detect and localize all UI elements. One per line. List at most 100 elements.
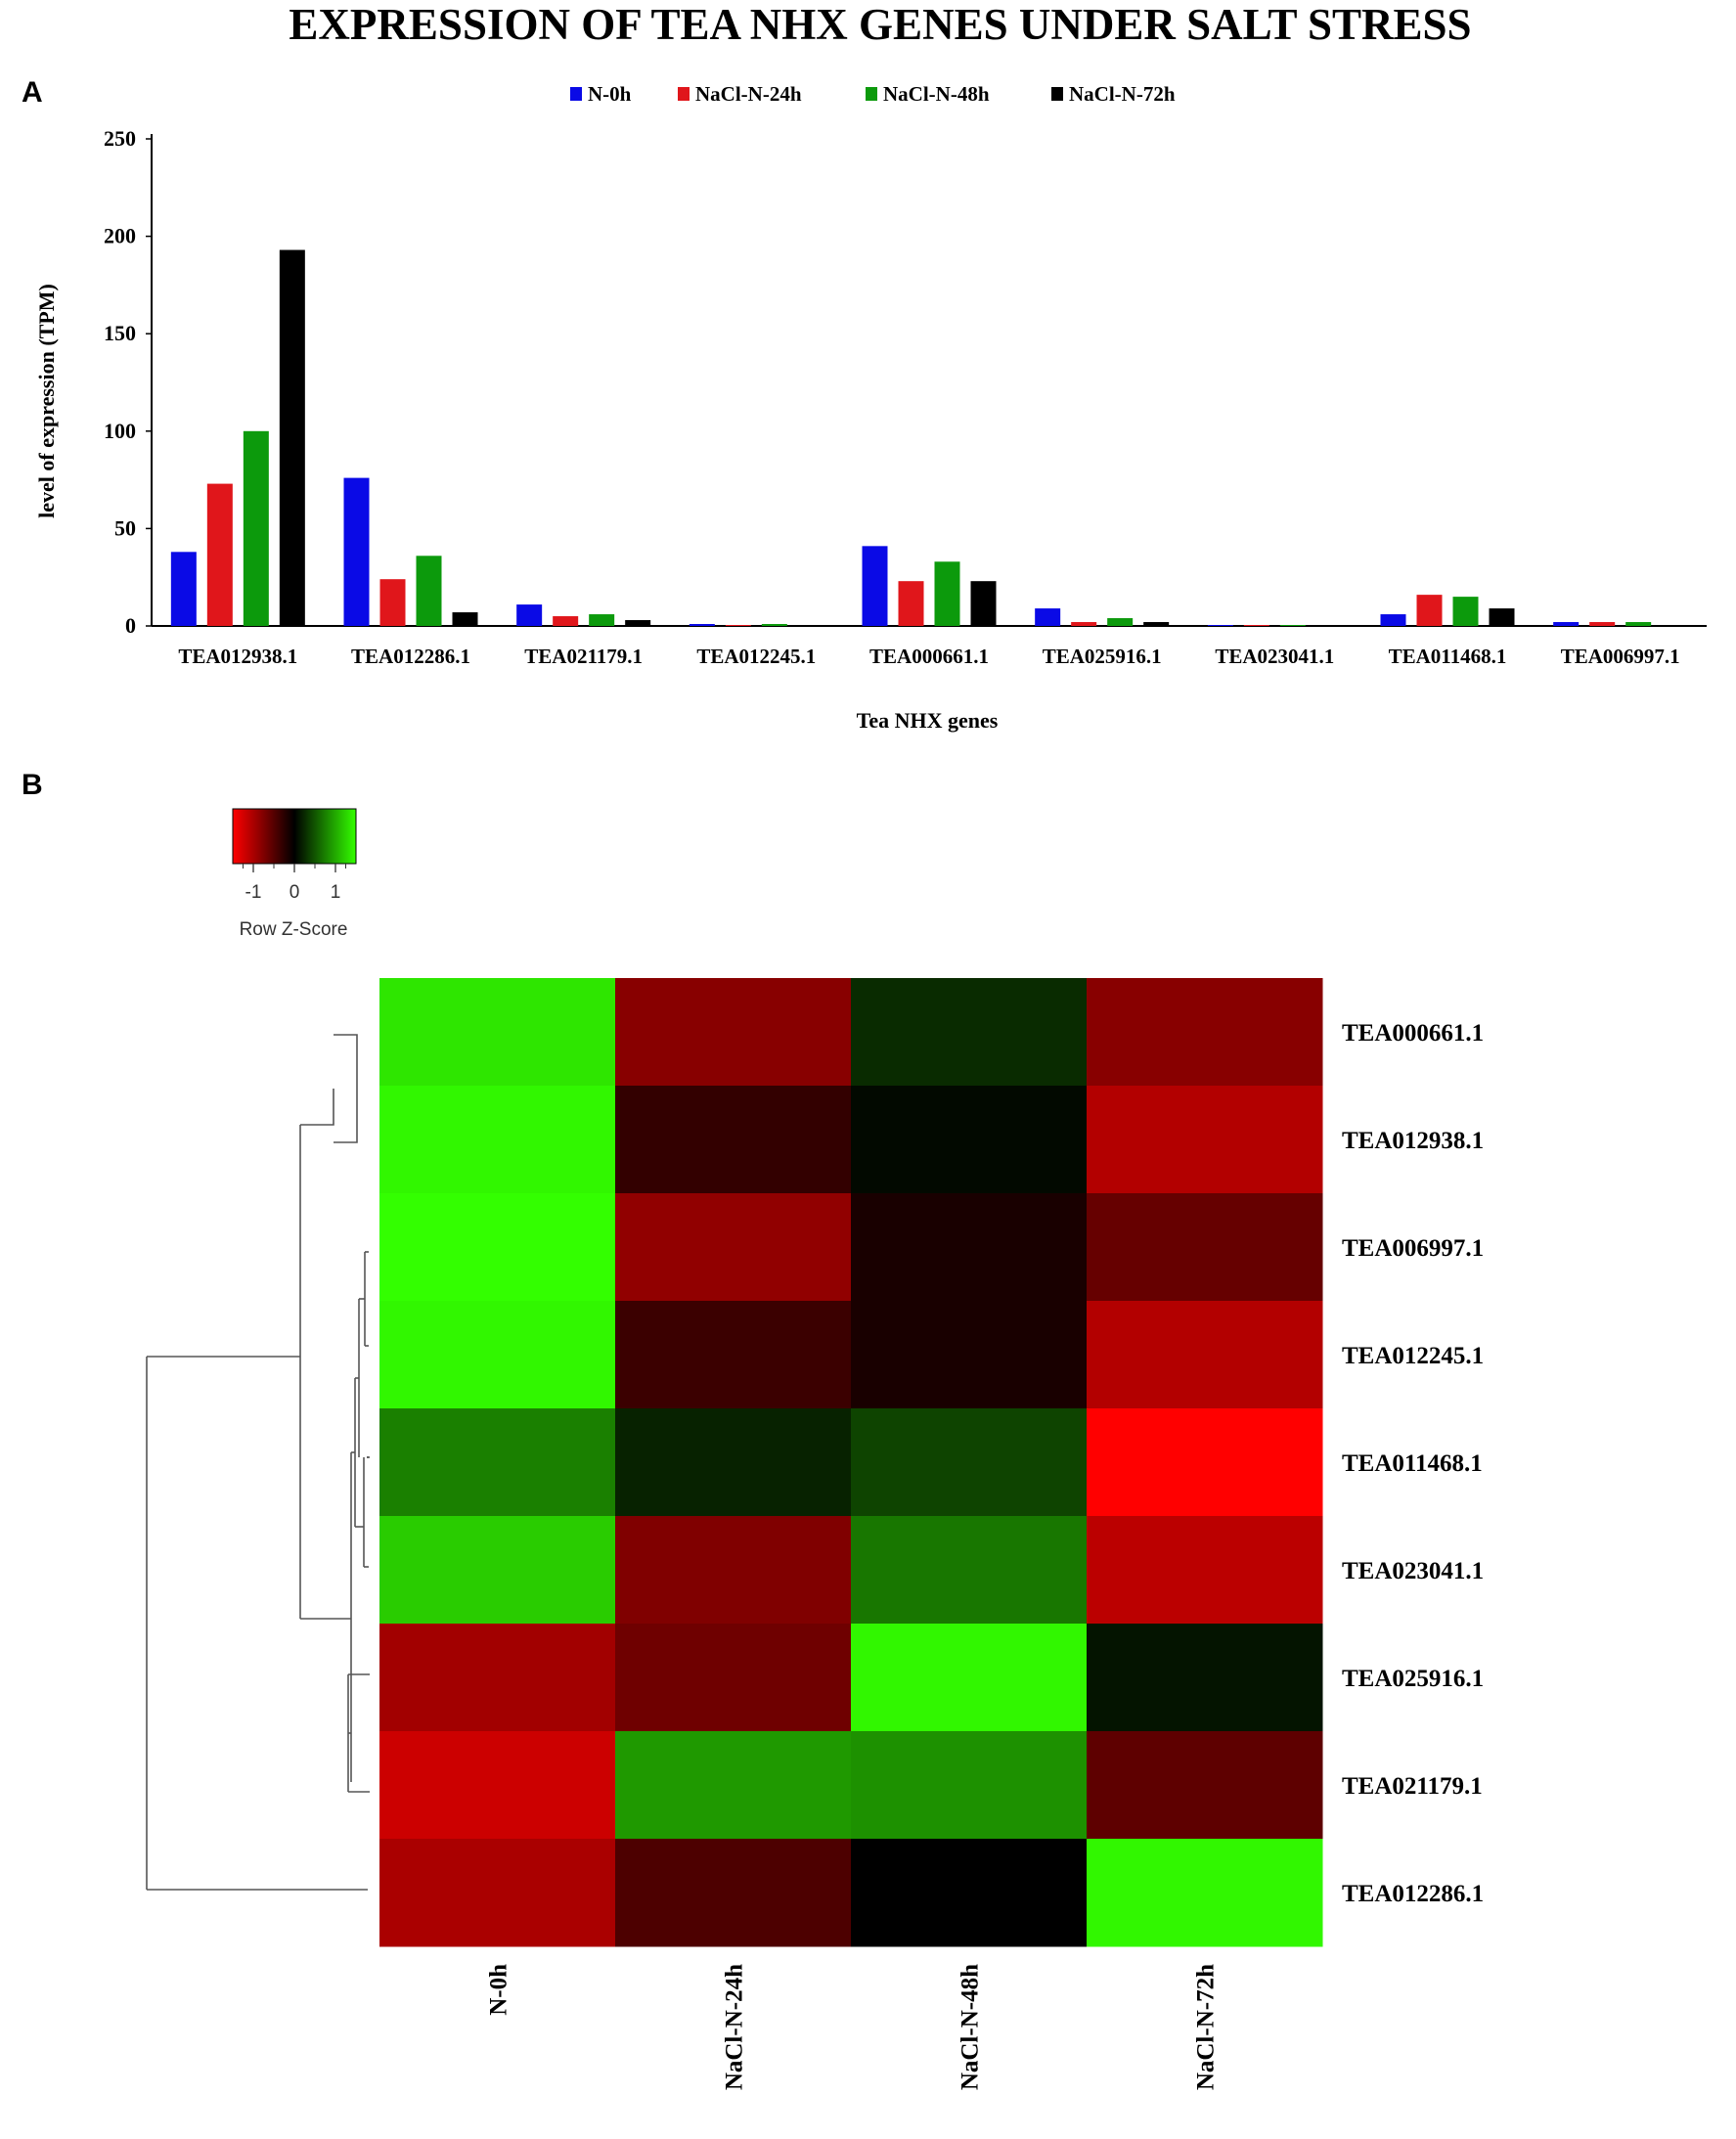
x-tick-label: TEA000661.1 xyxy=(869,645,989,668)
legend-label: NaCl-N-72h xyxy=(1069,82,1176,106)
legend-swatch xyxy=(866,87,877,101)
heatmap-cell xyxy=(379,1516,616,1625)
y-tick-label: 150 xyxy=(104,321,136,345)
bar xyxy=(170,552,197,626)
heatmap-cell xyxy=(615,1193,852,1302)
y-tick-label: 250 xyxy=(104,126,136,151)
heatmap-cell xyxy=(615,1731,852,1840)
heatmap-row-label: TEA011468.1 xyxy=(1342,1450,1483,1477)
legend-label: N-0h xyxy=(588,82,632,106)
legend-swatch xyxy=(1051,87,1063,101)
bar xyxy=(898,581,924,626)
bar xyxy=(1416,595,1443,626)
heatmap-cell xyxy=(851,1839,1088,1947)
y-tick-label: 100 xyxy=(104,419,136,443)
heatmap-cell xyxy=(615,1086,852,1194)
bar-chart-x-axis-title: Tea NHX genes xyxy=(857,708,999,733)
heatmap-cell xyxy=(379,1086,616,1194)
bar xyxy=(416,556,442,626)
heatmap-cell xyxy=(1087,1731,1323,1840)
heatmap-cell xyxy=(615,1408,852,1517)
x-tick-label: TEA011468.1 xyxy=(1389,645,1507,668)
heatmap-cell xyxy=(1087,978,1323,1087)
x-tick-label: TEA023041.1 xyxy=(1215,645,1334,668)
bar xyxy=(625,620,651,626)
color-key-title: Row Z-Score xyxy=(240,919,348,940)
heatmap-row-label: TEA021179.1 xyxy=(1342,1773,1483,1800)
heatmap-cell xyxy=(1087,1301,1323,1409)
bar xyxy=(1107,618,1134,626)
heatmap-cell xyxy=(851,978,1088,1087)
color-key-tick-label: 0 xyxy=(289,882,300,903)
color-key-ticks: -1 0 1 xyxy=(243,864,346,903)
heatmap-cell xyxy=(851,1301,1088,1409)
legend-label: NaCl-N-48h xyxy=(883,82,990,106)
heatmap-cell xyxy=(851,1731,1088,1840)
heatmap-cell xyxy=(379,1193,616,1302)
bar xyxy=(1035,608,1061,626)
heatmap-cell xyxy=(379,1624,616,1732)
bar xyxy=(1243,625,1269,626)
heatmap-cell xyxy=(379,1731,616,1840)
bar xyxy=(1625,622,1652,626)
heatmap-cell xyxy=(1087,1624,1323,1732)
bar xyxy=(1589,622,1616,626)
bar xyxy=(1279,625,1306,626)
dendrogram-branch xyxy=(300,1089,334,1126)
heatmap-row-label: TEA012245.1 xyxy=(1342,1343,1484,1369)
panel-b-heatmap: B -1 0 1 Row Z-Score xyxy=(22,769,1484,2090)
heatmap-cell xyxy=(615,1516,852,1625)
heatmap-row-label: TEA025916.1 xyxy=(1342,1666,1484,1692)
heatmap-column-label: NaCl-N-48h xyxy=(957,1964,984,2090)
heatmap-cell xyxy=(1087,1086,1323,1194)
heatmap-column-label: NaCl-N-24h xyxy=(722,1964,748,2090)
heatmap-cell xyxy=(615,1839,852,1947)
bar-chart-axes: 0 50 100 150 200 250 TEA012938.1 TEA012286.1 TEA… xyxy=(104,126,1707,668)
heatmap-column-labels: N-0h NaCl-N-24h NaCl-N-48h NaCl-N-72h xyxy=(486,1964,1220,2090)
heatmap-cell xyxy=(615,1301,852,1409)
heatmap-cell xyxy=(851,1624,1088,1732)
legend-swatch xyxy=(678,87,690,101)
bar xyxy=(1489,608,1515,626)
bar xyxy=(797,625,823,626)
panel-a-label: A xyxy=(22,76,43,109)
x-tick-label: TEA012286.1 xyxy=(351,645,470,668)
panel-a-bar-chart: A N-0h NaCl-N-24h NaCl-N-48h NaCl-N-72h 0 50… xyxy=(22,76,1707,733)
bar-chart-y-axis-title: level of expression (TPM) xyxy=(34,284,59,518)
legend-label: NaCl-N-24h xyxy=(695,82,802,106)
heatmap-cell xyxy=(1087,1408,1323,1517)
x-tick-label: TEA021179.1 xyxy=(524,645,643,668)
y-tick-label: 200 xyxy=(104,224,136,248)
panel-b-label: B xyxy=(22,769,43,801)
color-key-gradient xyxy=(232,808,357,865)
heatmap-cell xyxy=(1087,1193,1323,1302)
heatmap-row-label: TEA000661.1 xyxy=(1342,1020,1484,1047)
bar xyxy=(689,624,715,626)
heatmap-row-labels: TEA000661.1 TEA012938.1 TEA006997.1 TEA0122… xyxy=(1342,1020,1484,1907)
bar xyxy=(516,604,543,626)
bar xyxy=(553,616,579,626)
bar xyxy=(970,581,997,626)
bar-chart-legend: N-0h NaCl-N-24h NaCl-N-48h NaCl-N-72h xyxy=(570,82,1176,106)
x-tick-label: TEA006997.1 xyxy=(1561,645,1680,668)
y-tick-label: 50 xyxy=(114,515,136,540)
y-tick-label: 0 xyxy=(125,613,136,638)
bar xyxy=(1452,597,1479,626)
heatmap-cell xyxy=(1087,1516,1323,1625)
heatmap-column-label: NaCl-N-72h xyxy=(1193,1964,1220,2090)
heatmap-cell xyxy=(379,1408,616,1517)
bar xyxy=(725,625,751,626)
heatmap-row-label: TEA012938.1 xyxy=(1342,1128,1484,1154)
bar xyxy=(934,561,960,626)
bar xyxy=(379,579,406,626)
heatmap-cell xyxy=(379,1301,616,1409)
heatmap-cell xyxy=(851,1516,1088,1625)
heatmap-cell xyxy=(379,1839,616,1947)
bar xyxy=(1662,625,1688,626)
heatmap-cell xyxy=(851,1086,1088,1194)
heatmap-row-label: TEA023041.1 xyxy=(1342,1558,1484,1584)
bar xyxy=(1071,622,1097,626)
bar xyxy=(1315,625,1342,626)
row-dendrogram xyxy=(146,1034,370,1891)
